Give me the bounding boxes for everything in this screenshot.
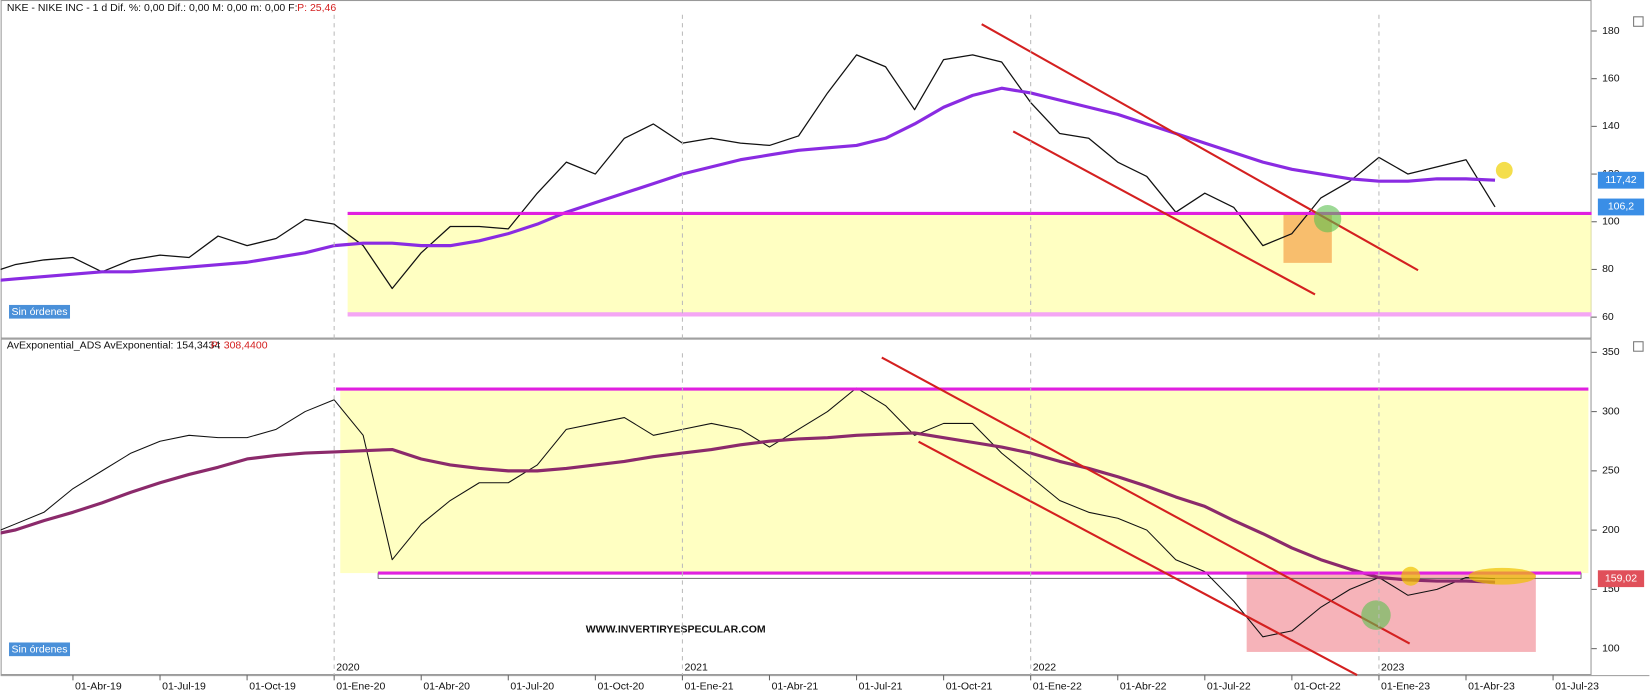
series-line (0, 387, 1496, 638)
x-tick-label: 01-Abr-21 (772, 680, 819, 692)
x-tick-label: 01-Jul-21 (859, 680, 903, 692)
trend-line (1012, 130, 1316, 296)
series-line (0, 54, 1496, 290)
panel-frame (0, 0, 1592, 339)
x-tick-label: 01-Abr-22 (1120, 680, 1167, 692)
highlight (1313, 205, 1342, 233)
highlight (1468, 567, 1536, 585)
x-tick-label: 01-Jul-19 (162, 680, 206, 692)
status-badge[interactable] (9, 304, 71, 319)
y-tick-label: 100 (1602, 642, 1620, 654)
price-label: 159,02 (1605, 572, 1637, 584)
status-text[interactable]: Sin órdenes (11, 306, 67, 318)
y-tick-label: 300 (1602, 405, 1620, 417)
year-label: 2023 (1381, 661, 1405, 673)
zone (1246, 573, 1536, 652)
price-label: 117,42 (1605, 174, 1636, 186)
status-text[interactable]: Sin órdenes (11, 644, 67, 656)
price-label-box (1597, 198, 1645, 216)
highlight (1361, 600, 1391, 630)
window-icon[interactable] (1633, 341, 1644, 352)
highlight (1401, 566, 1421, 586)
trend-line (881, 356, 1411, 645)
x-tick-label: 01-Abr-19 (75, 680, 122, 692)
y-tick-label: 140 (1602, 120, 1620, 132)
trend-line (918, 440, 1358, 677)
x-tick-label: 01-Abr-20 (423, 680, 470, 692)
x-tick-label: 01-Oct-20 (597, 680, 644, 692)
highlight (1495, 161, 1513, 179)
zone (347, 213, 1592, 314)
watermark: WWW.INVERTIRYESPECULAR.COM (586, 624, 766, 636)
chart-subtitle: P: 308,4400 (211, 340, 268, 352)
y-tick-label: 200 (1602, 524, 1620, 536)
chart-title: AvExponential_ADS AvExponential: 154,343… (7, 340, 220, 352)
status-badge[interactable] (9, 642, 71, 657)
x-tick-label: 01-Ene-20 (336, 680, 385, 692)
year-label: 2022 (1033, 661, 1057, 673)
window-icon[interactable] (1633, 16, 1644, 27)
series-layer (0, 54, 1496, 638)
year-label: 2021 (685, 661, 709, 673)
series-group (0, 54, 1496, 290)
x-tick-label: 01-Oct-22 (1294, 680, 1341, 692)
overlay (340, 389, 1589, 652)
series-line (0, 86, 1496, 282)
overlay (347, 213, 1592, 317)
y-tick-label: 350 (1602, 346, 1620, 358)
y-tick-label: 80 (1602, 263, 1614, 275)
x-tick-label: 01-Ene-22 (1033, 680, 1082, 692)
series-line (0, 431, 1496, 584)
y-tick-label: 60 (1602, 311, 1614, 323)
x-tick-label: 01-Jul-22 (1207, 680, 1251, 692)
series-group (0, 387, 1496, 638)
panel-frame (0, 338, 1592, 676)
drawings (336, 23, 1592, 677)
price-label-box (1597, 570, 1645, 588)
x-tick-label: 01-Ene-21 (685, 680, 734, 692)
x-tick-label: 01-Abr-23 (1468, 680, 1515, 692)
price-label: 106,2 (1608, 201, 1634, 213)
zone (340, 389, 1589, 574)
price-label-box (1597, 171, 1645, 189)
x-tick-label: 01-Jul-23 (1555, 680, 1599, 692)
trend-line (981, 23, 1419, 272)
y-tick-label: 100 (1602, 216, 1620, 228)
x-tick-label: 01-Oct-19 (249, 680, 296, 692)
x-tick-label: 01-Ene-23 (1381, 680, 1430, 692)
x-tick-label: 01-Jul-20 (510, 680, 554, 692)
x-tick-label: 01-Oct-21 (946, 680, 993, 692)
y-tick-label: 180 (1602, 25, 1620, 37)
chart-title: NKE - NIKE INC - 1 d Dif. %: 0,00 Dif.: … (7, 2, 298, 14)
chart-subtitle: P: 25,46 (297, 2, 336, 14)
y-tick-label: 250 (1602, 465, 1620, 477)
y-tick-label: 160 (1602, 72, 1620, 84)
year-label: 2020 (336, 661, 360, 673)
